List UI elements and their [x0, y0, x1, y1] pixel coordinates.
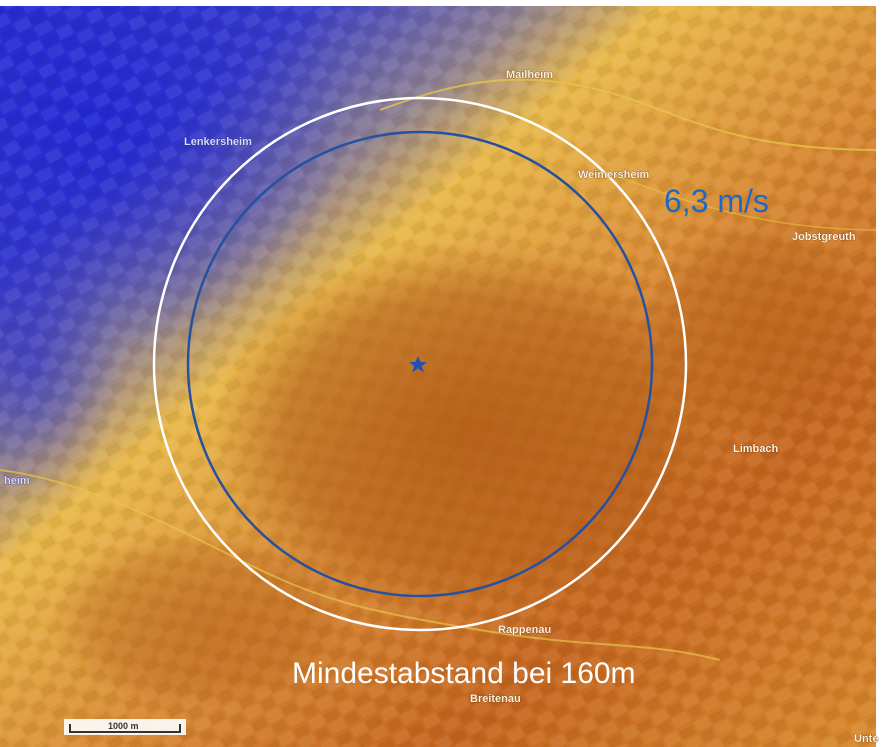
minimum-distance-caption: Mindestabstand bei 160m: [292, 657, 636, 690]
place-label-mailheim: Mailheim: [506, 69, 553, 81]
place-label-heim: heim: [4, 475, 30, 487]
road: [0, 469, 721, 661]
road: [379, 78, 882, 151]
forest-area: [210, 240, 730, 620]
scale-bar: 1000 m: [64, 719, 186, 735]
place-label-limbach: Limbach: [733, 443, 779, 455]
forest-area-south: [50, 530, 350, 710]
road: [599, 169, 882, 231]
wind-speed-label: 6,3 m/s: [664, 183, 769, 219]
place-label-unte: Unte: [854, 733, 878, 745]
place-label-rappenau: Rappenau: [498, 624, 551, 636]
scale-bar-label: 1000 m: [108, 721, 139, 731]
outer-distance-circle: [152, 96, 688, 632]
top-border: [0, 0, 882, 6]
site-star-icon[interactable]: [409, 356, 427, 373]
right-border: [876, 0, 882, 747]
inner-distance-circle: [186, 130, 654, 598]
place-label-breitenau: Breitenau: [470, 693, 521, 705]
place-label-lenkersheim: Lenkersheim: [184, 136, 252, 148]
place-label-weimersheim: Weimersheim: [578, 169, 650, 181]
forest-area-east: [640, 220, 880, 440]
place-label-jobstgreuth: Jobstgreuth: [792, 231, 856, 243]
